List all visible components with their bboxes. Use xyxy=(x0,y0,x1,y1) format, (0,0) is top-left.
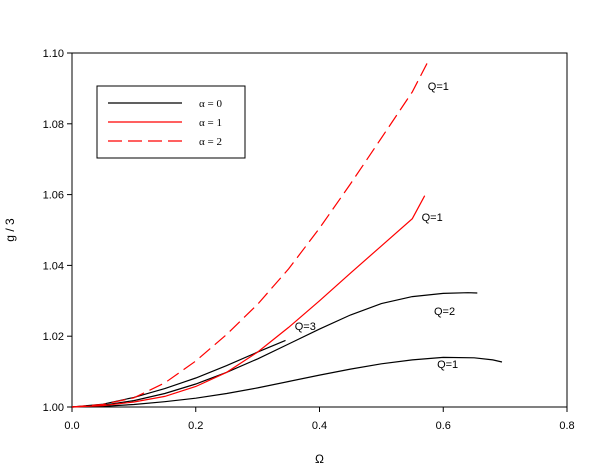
x-axis: 0.0 0.2 0.4 0.6 0.8 xyxy=(64,407,575,432)
x-tick-label: 0.0 xyxy=(64,420,79,432)
legend-label: α = 1 xyxy=(199,117,222,129)
legend-label: α = 0 xyxy=(199,98,222,110)
curve-annotation: Q=1 xyxy=(422,212,443,224)
series-line-4 xyxy=(71,195,426,408)
y-axis-label: g / 3 xyxy=(3,218,17,242)
curve-annotation: Q=1 xyxy=(437,359,458,371)
series-line-2 xyxy=(71,292,478,408)
y-tick-label: 1.10 xyxy=(43,48,64,60)
legend: α = 0 α = 1 α = 2 xyxy=(96,85,246,159)
annotations: Q=1 Q=1 Q=2 Q=3 Q=1 xyxy=(295,81,458,371)
curve-annotation: Q=3 xyxy=(295,321,316,333)
y-axis: 1.00 1.02 1.04 1.06 1.08 1.10 xyxy=(43,48,72,414)
series-line-5 xyxy=(71,61,429,408)
y-tick-label: 1.06 xyxy=(43,190,64,202)
y-tick-label: 1.02 xyxy=(43,331,64,343)
series-line-3 xyxy=(71,339,286,408)
series-layer xyxy=(71,61,503,408)
y-tick-label: 1.04 xyxy=(43,260,64,272)
x-axis-label: Ω xyxy=(315,452,324,466)
x-tick-label: 0.4 xyxy=(312,420,327,432)
legend-label: α = 2 xyxy=(199,136,222,148)
curve-annotation: Q=2 xyxy=(434,306,455,318)
x-tick-label: 0.2 xyxy=(188,420,203,432)
y-tick-label: 1.08 xyxy=(43,119,64,131)
series-line-1 xyxy=(71,356,503,408)
x-tick-label: 0.6 xyxy=(436,420,451,432)
x-tick-label: 0.8 xyxy=(559,420,574,432)
curve-annotation: Q=1 xyxy=(428,81,449,93)
y-tick-label: 1.00 xyxy=(43,402,64,414)
